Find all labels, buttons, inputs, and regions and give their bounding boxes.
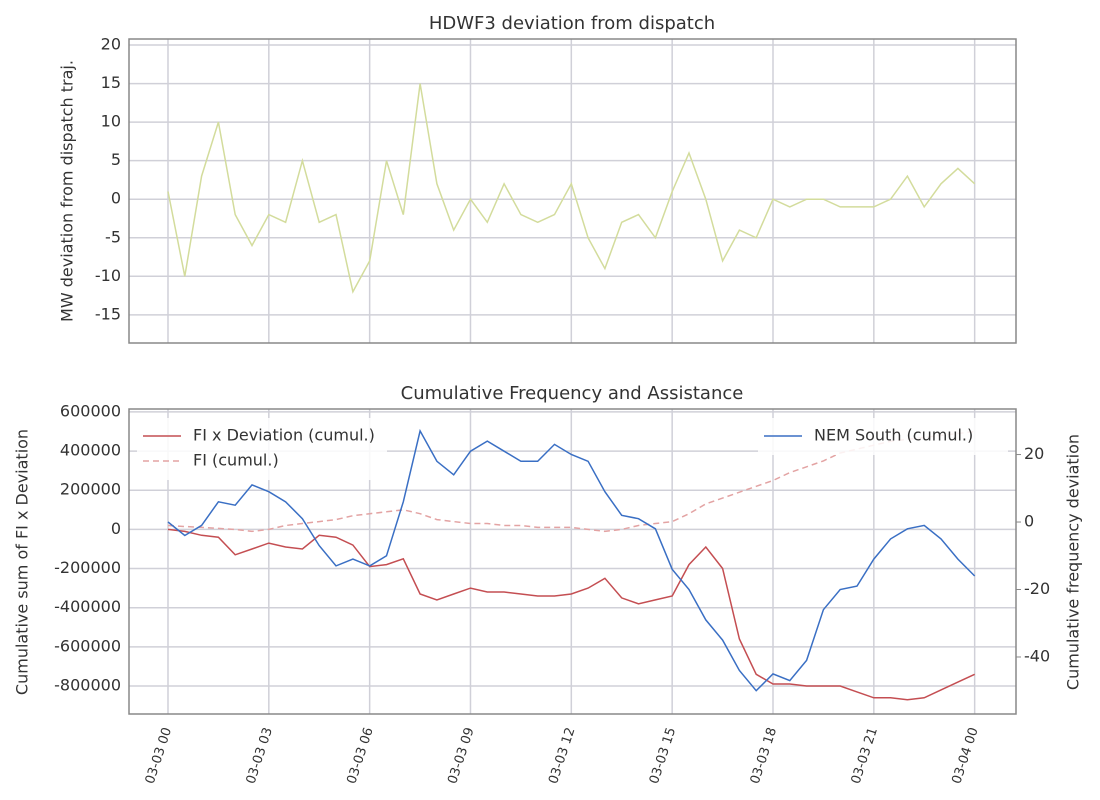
x-tick-label: 03-03 15 [647,726,679,786]
series-line [167,428,976,692]
plot-frame [128,408,1017,715]
y-axis-label: Cumulative sum of FI x Deviation [13,429,32,695]
x-tick-label: 03-03 09 [445,726,477,786]
y-tick-label: -15 [95,304,121,323]
legend-box [137,418,387,480]
y2-axis-label: Cumulative frequency deviation [1064,434,1083,690]
x-tick-label: 03-03 18 [748,726,780,786]
y2-tick-label: 20 [1024,444,1044,463]
y-tick-label: 15 [101,73,121,92]
y2-tick-label: -20 [1024,579,1050,598]
y-tick-label: -5 [105,227,121,246]
y2-tick-label: -40 [1024,646,1050,665]
plot-frame [128,38,1017,344]
legend-label: FI x Deviation (cumul.) [193,426,375,445]
x-tick-label: 03-04 00 [949,726,981,786]
y-tick-label: 400000 [60,441,121,460]
x-tick-label: 03-03 00 [143,726,175,786]
chart-title: HDWF3 deviation from dispatch [429,13,715,34]
chart-title: Cumulative Frequency and Assistance [401,383,744,404]
y-tick-label: -600000 [54,636,121,655]
y2-tick-label: 0 [1024,512,1034,531]
y-tick-label: 10 [101,112,121,131]
x-tick-label: 03-03 03 [244,726,276,786]
y-tick-label: 600000 [60,401,121,420]
series-line [167,83,976,294]
x-tick-label: 03-03 06 [344,726,376,786]
y-tick-label: -200000 [54,558,121,577]
y-tick-label: 0 [111,189,121,208]
y-tick-label: -800000 [54,676,121,695]
x-tick-label: 03-03 21 [849,726,881,786]
series-line [167,528,976,701]
legend-label: NEM South (cumul.) [814,426,973,445]
legend-label: FI (cumul.) [193,451,279,470]
y-tick-label: 0 [111,519,121,538]
y-axis-label: MW deviation from dispatch traj. [58,60,77,322]
y-tick-label: -10 [95,266,121,285]
x-tick-label: 03-03 12 [546,726,578,786]
y-tick-label: 20 [101,35,121,54]
y-tick-label: 200000 [60,480,121,499]
y-tick-label: -400000 [54,597,121,616]
y-tick-label: 5 [111,150,121,169]
